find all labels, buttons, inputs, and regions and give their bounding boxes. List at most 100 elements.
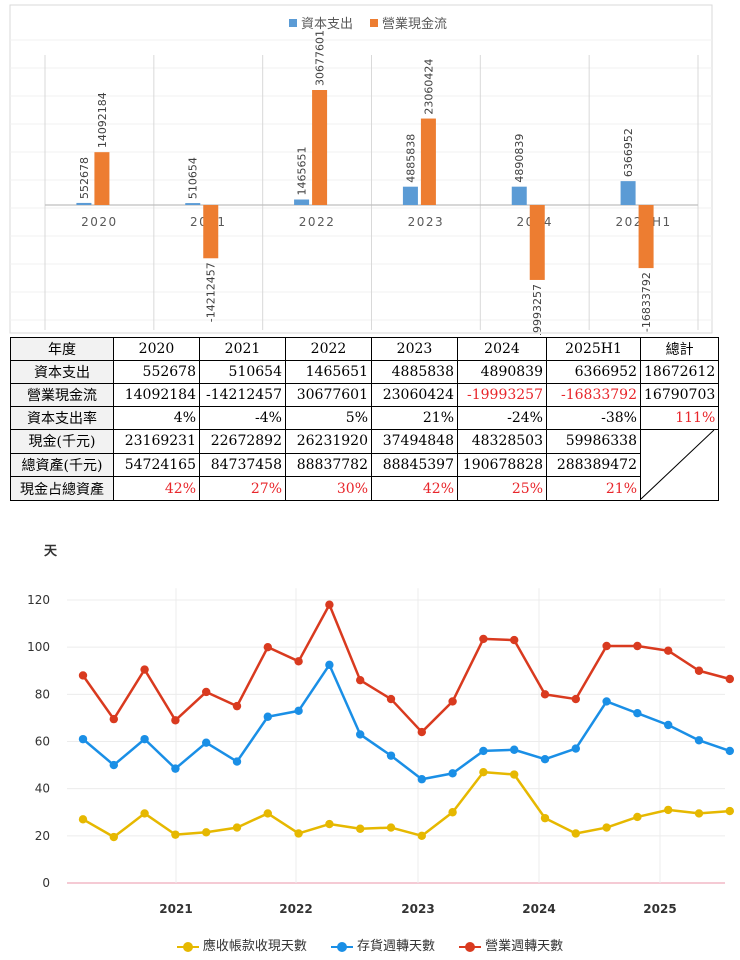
- table-cell: 27%: [199, 476, 286, 501]
- table-cell: -24%: [457, 406, 547, 430]
- ar-days-point: [571, 829, 580, 838]
- table-cell: 21%: [371, 406, 458, 430]
- table-cell: 84737458: [199, 452, 286, 478]
- bar-data-label: 14092184: [96, 92, 109, 148]
- opcf-bar: [312, 90, 328, 205]
- opcf-bar: [529, 205, 545, 280]
- table-cell: -4%: [199, 406, 286, 430]
- ar-days-point: [78, 815, 88, 824]
- capex-bar: [76, 202, 92, 205]
- table-cell: 14092184: [113, 383, 200, 407]
- line-y-axis-title: 天: [44, 544, 58, 559]
- line-y-tick-label: 120: [27, 593, 50, 607]
- operating-days-point: [263, 642, 272, 652]
- capex-bar: [185, 203, 201, 205]
- line-x-tick-label: 2022: [279, 902, 312, 916]
- ar-days-point: [694, 809, 704, 818]
- table-row: 現金占總資產 42% 27% 30% 42% 25% 21%: [10, 476, 719, 501]
- table-cell: 37494848: [371, 429, 458, 454]
- table-row-label: 營業現金流: [10, 383, 114, 407]
- inventory-days-point: [571, 744, 580, 753]
- legend-item-inventory: 存貨週轉天數: [330, 935, 435, 954]
- operating-days-point: [232, 701, 242, 711]
- bar-data-label: 30677601: [314, 30, 327, 86]
- table-header-row: 年度 2020 2021 2022 2023 2024 2025H1 總計: [10, 337, 720, 361]
- inventory-days-point: [633, 709, 642, 718]
- legend-label-ar: 應收帳款收現天數: [202, 939, 307, 954]
- table-cell: -14212457: [199, 383, 286, 407]
- table-cell: 59986338: [546, 429, 641, 454]
- inventory-days-point: [294, 706, 303, 716]
- capex-data-table: 年度 2020 2021 2022 2023 2024 2025H1 總計 資本支出 552678…: [10, 337, 720, 501]
- table-cell: 4%: [113, 406, 200, 430]
- operating-days-point: [448, 697, 457, 706]
- ar-days-point: [540, 813, 550, 823]
- table-cell: 42%: [113, 476, 200, 501]
- operating-days-point: [140, 665, 149, 674]
- bar-data-label: 1465651: [296, 147, 309, 196]
- table-cell: 26231920: [285, 429, 372, 454]
- table-column-header: 2023: [371, 337, 458, 361]
- table-column-header: 總計: [639, 337, 720, 361]
- capex-bar: [511, 186, 527, 205]
- table-cell: 88837782: [285, 452, 372, 478]
- line-x-tick-label: 2023: [401, 902, 434, 916]
- capex-opcf-bar-chart: 資本支出 營業現金流 2020552678140921842021510654-…: [9, 4, 713, 335]
- table-column-header: 2022: [285, 337, 372, 361]
- table-cell: 510654: [199, 360, 286, 384]
- ar-days-point: [725, 806, 734, 816]
- ar-days-point: [171, 830, 180, 839]
- capex-bar: [620, 181, 636, 205]
- table-cell: 4890839: [457, 360, 547, 384]
- table-cell: 23060424: [371, 383, 458, 407]
- bar-category-label: 2020: [81, 215, 118, 229]
- ar-days-point: [263, 809, 272, 818]
- turnover-days-line-chart: 天 0 20 40 60 80 100 120 2021 2022 2023 2024 2025: [27, 544, 734, 916]
- operating-days-point: [109, 714, 119, 724]
- table-row: 現金(千元) 23169231 22672892 26231920 37494848 48…: [10, 429, 720, 501]
- opcf-bar: [203, 205, 219, 259]
- inventory-days-point: [171, 764, 180, 773]
- inventory-days-point: [725, 746, 734, 756]
- operating-days-point: [725, 674, 734, 684]
- operating-days-line: [81, 603, 731, 734]
- table-cell: 48328503: [457, 429, 547, 454]
- operating-days-point: [664, 646, 673, 655]
- table-cell: 288389472: [546, 452, 641, 478]
- bar-category-label: 2022: [299, 215, 336, 229]
- line-y-tick-label: 60: [35, 735, 50, 749]
- bar-data-label: 510654: [187, 157, 200, 199]
- table-column-header: 2024: [457, 337, 547, 361]
- table-row-label: 現金(千元): [10, 429, 114, 454]
- bar-data-label: 4890839: [513, 134, 526, 183]
- opcf-bar: [94, 152, 110, 205]
- table-cell: 30%: [285, 476, 372, 501]
- bar-data-label: 23060424: [422, 59, 435, 115]
- operating-days-point: [602, 641, 611, 651]
- table-cell: 6366952: [546, 360, 641, 384]
- inventory-days-point: [140, 734, 149, 744]
- table-cell: 42%: [371, 476, 458, 501]
- table-cell: 30677601: [285, 383, 372, 407]
- table-cell: -38%: [546, 406, 641, 430]
- operating-days-point: [386, 694, 396, 704]
- operating-days-point: [510, 635, 519, 645]
- table-empty-diagonal-cell: [639, 429, 720, 501]
- bar-category-label: 2023: [408, 215, 445, 229]
- bar-data-label: -16833792: [640, 272, 653, 332]
- operating-days-point: [540, 690, 550, 699]
- table-cell: 5%: [285, 406, 372, 430]
- table-corner-header: 年度: [10, 337, 114, 361]
- line-x-tick-label: 2024: [522, 902, 555, 916]
- table-column-header: 2021: [199, 337, 286, 361]
- table-cell: 552678: [113, 360, 200, 384]
- line-y-tick-label: 100: [27, 640, 50, 654]
- inventory-days-point: [263, 712, 272, 721]
- line-x-tick-label: 2025: [643, 902, 676, 916]
- bar-gridlines: [10, 39, 712, 330]
- operating-days-point: [356, 675, 365, 685]
- operating-days-point: [202, 687, 211, 697]
- ar-days-point: [109, 832, 119, 842]
- bar-data-label: -19993257: [531, 284, 544, 335]
- bar-data-label: 4885838: [404, 134, 417, 183]
